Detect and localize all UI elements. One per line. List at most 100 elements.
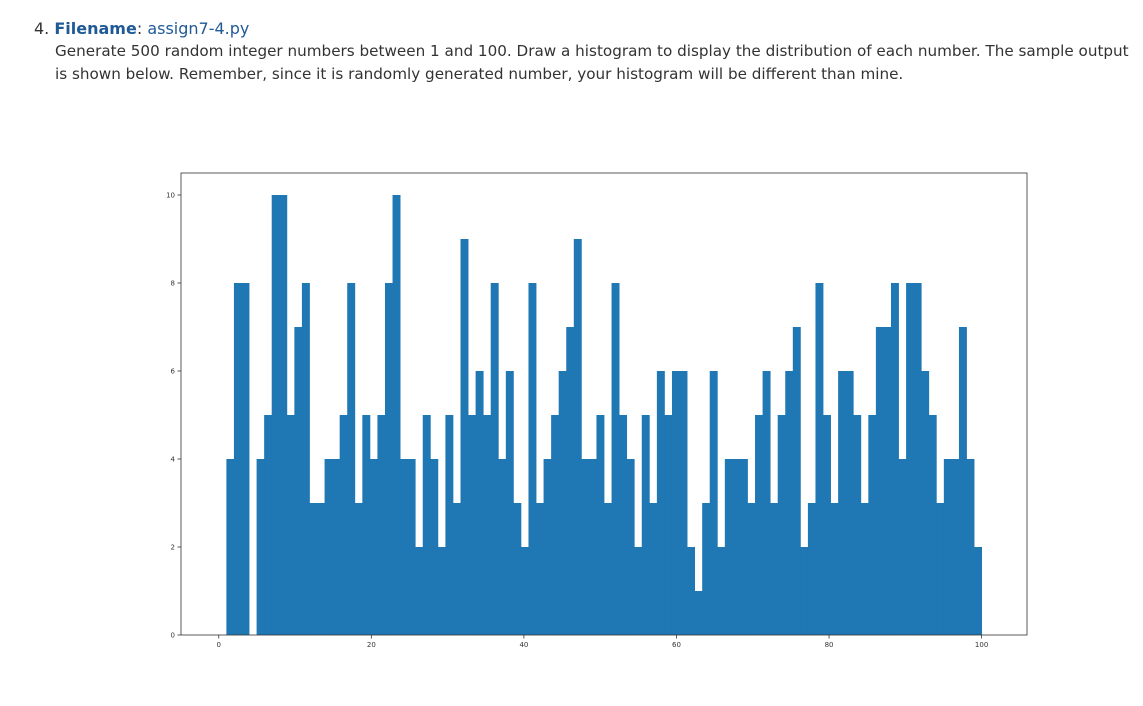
histogram-bar (717, 547, 726, 635)
histogram-bar (868, 415, 877, 635)
histogram-bar (928, 415, 937, 635)
histogram-bar (354, 503, 363, 635)
histogram-bar (271, 195, 280, 635)
histogram-bar (573, 239, 582, 635)
histogram-bar (732, 459, 741, 635)
plot-frame (180, 172, 1028, 636)
histogram-bar (687, 547, 696, 635)
histogram-bar (792, 327, 801, 635)
histogram-bar (445, 415, 454, 635)
y-tick-label: 4 (171, 456, 176, 464)
histogram-bar (800, 547, 809, 635)
histogram-bar (936, 503, 945, 635)
histogram-figure: 0 20 40 60 80 100 0 2 4 6 8 10 (150, 165, 1040, 655)
filename-value: assign7-4.py (147, 19, 250, 38)
histogram-bar (294, 327, 303, 635)
histogram-bar (619, 415, 628, 635)
histogram-bar (709, 371, 718, 635)
histogram-bar (317, 503, 325, 635)
histogram-bar (770, 503, 779, 635)
histogram-bar (883, 327, 892, 635)
histogram-bars (226, 195, 983, 635)
histogram-bar (656, 371, 665, 635)
y-axis: 0 2 4 6 8 10 (166, 192, 181, 640)
histogram-bar (739, 459, 748, 635)
histogram-bar (475, 371, 484, 635)
histogram-bar (823, 415, 831, 635)
histogram-bar (264, 415, 273, 635)
histogram-bar (339, 415, 348, 635)
histogram-bar (309, 503, 318, 635)
histogram-bar (588, 459, 597, 635)
y-tick-label: 0 (171, 632, 175, 640)
histogram-bar (853, 415, 862, 635)
histogram-bar (422, 415, 431, 635)
histogram-bar (611, 283, 620, 635)
histogram-bar (407, 459, 416, 635)
histogram-bar (551, 415, 560, 635)
histogram-bar (369, 459, 378, 635)
x-tick-label: 80 (825, 641, 834, 649)
histogram-bar (468, 415, 477, 635)
y-tick-label: 10 (166, 192, 175, 200)
histogram-bar (513, 503, 522, 635)
histogram-bar (626, 459, 635, 635)
assignment-item: 4. Filename: assign7-4.py Generate 500 r… (34, 18, 1139, 86)
histogram-bar (566, 327, 575, 635)
histogram-bar (906, 283, 915, 635)
histogram-bar (845, 371, 854, 635)
x-tick-label: 0 (217, 641, 221, 649)
histogram-bar (581, 459, 590, 635)
histogram-bar (875, 327, 884, 635)
histogram-bar (671, 371, 680, 635)
histogram-bar (777, 415, 786, 635)
histogram-bar (807, 503, 816, 635)
x-tick-label: 40 (519, 641, 528, 649)
histogram-chart: 0 20 40 60 80 100 0 2 4 6 8 10 (166, 172, 1028, 649)
histogram-bar (460, 239, 469, 635)
histogram-bar (747, 503, 756, 635)
assignment-heading: 4. Filename: assign7-4.py (34, 18, 1139, 40)
histogram-bar (702, 503, 711, 635)
histogram-bar (377, 415, 386, 635)
histogram-bar (641, 415, 650, 635)
histogram-bar (604, 503, 612, 635)
assignment-number: 4. (34, 19, 50, 38)
histogram-bar (966, 459, 975, 635)
histogram-bar (301, 283, 310, 635)
histogram-bar (558, 371, 567, 635)
y-tick-label: 8 (171, 280, 175, 288)
filename-separator: : (136, 19, 143, 38)
histogram-bar (347, 283, 356, 635)
histogram-bar (649, 503, 658, 635)
histogram-bar (694, 591, 703, 635)
histogram-bar (785, 371, 794, 635)
histogram-bar (762, 371, 771, 635)
histogram-bar (943, 459, 952, 635)
histogram-bar (860, 503, 869, 635)
histogram-bar (536, 503, 544, 635)
filename-label: Filename (54, 19, 137, 38)
histogram-bar (838, 371, 847, 635)
histogram-bar (362, 415, 371, 635)
histogram-bar (505, 371, 514, 635)
histogram-bar (974, 547, 983, 635)
histogram-bar (520, 547, 529, 635)
histogram-bar (241, 283, 250, 635)
histogram-bar (332, 459, 341, 635)
histogram-bar (543, 459, 552, 635)
histogram-bar (898, 459, 907, 635)
histogram-bar (664, 415, 673, 635)
histogram-bar (233, 283, 242, 635)
histogram-bar (498, 459, 507, 635)
histogram-bar (724, 459, 733, 635)
assignment-description: Generate 500 random integer numbers betw… (55, 42, 1129, 83)
histogram-bar (528, 283, 537, 635)
histogram-bar (437, 547, 446, 635)
histogram-bar (890, 283, 899, 635)
x-axis: 0 20 40 60 80 100 (217, 635, 988, 649)
histogram-bar (596, 415, 605, 635)
histogram-bar (279, 195, 288, 635)
histogram-bar (483, 415, 492, 635)
histogram-bar (226, 459, 235, 635)
